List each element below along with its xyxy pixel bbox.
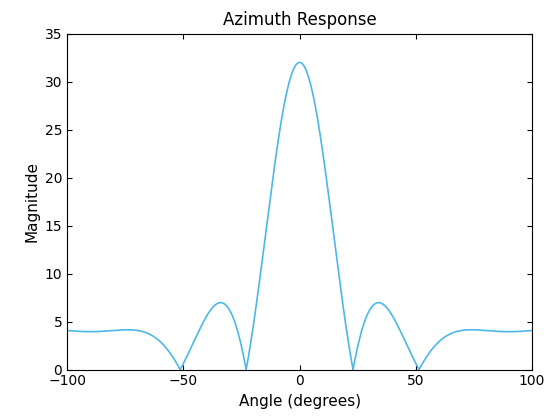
X-axis label: Angle (degrees): Angle (degrees) — [239, 394, 361, 409]
Y-axis label: Magnitude: Magnitude — [24, 161, 39, 242]
Title: Azimuth Response: Azimuth Response — [223, 11, 376, 29]
